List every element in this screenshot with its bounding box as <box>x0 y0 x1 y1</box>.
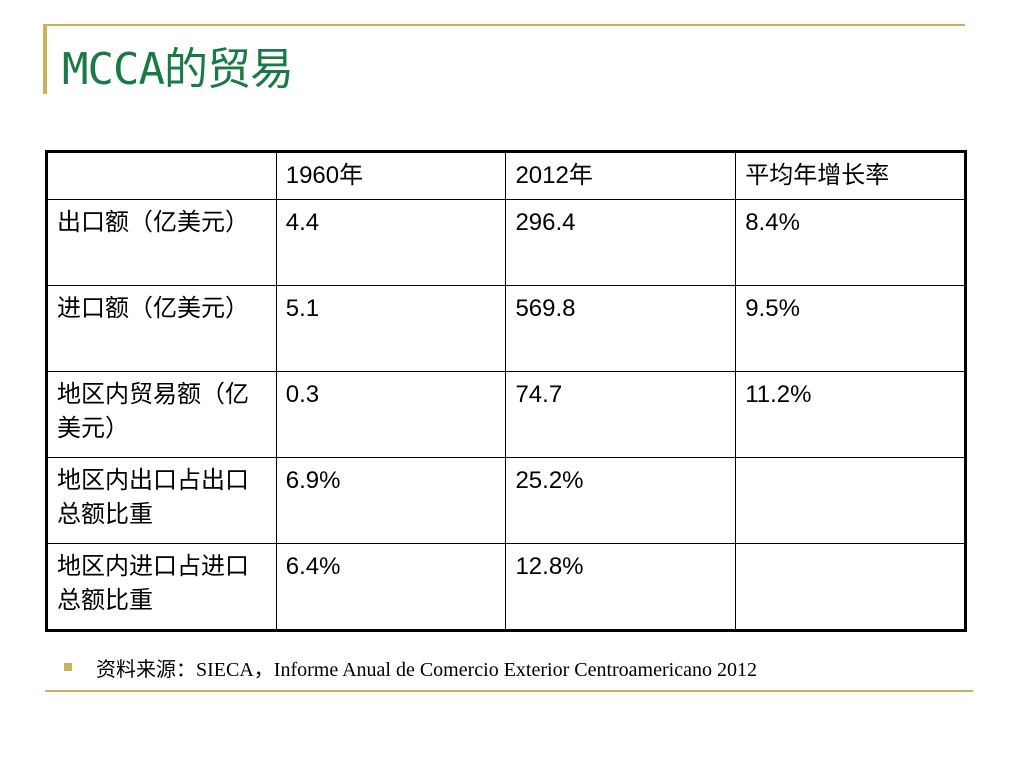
table-row: 地区内出口占出口总额比重 6.9% 25.2% <box>46 457 966 544</box>
table-row: 地区内进口占进口总额比重 6.4% 12.8% <box>46 543 966 631</box>
cell-2012: 296.4 <box>505 199 737 286</box>
table-header-row: 1960年 2012年 平均年增长率 <box>46 151 966 200</box>
table-row: 地区内贸易额（亿美元） 0.3 74.7 11.2% <box>46 371 966 458</box>
cell-2012: 25.2% <box>505 457 737 544</box>
table-row: 进口额（亿美元） 5.1 569.8 9.5% <box>46 285 966 372</box>
slide-title: MCCA的贸易 <box>62 44 294 95</box>
cell-1960: 0.3 <box>275 371 507 458</box>
row-label: 进口额（亿美元） <box>46 285 277 372</box>
row-label: 出口额（亿美元） <box>46 199 277 286</box>
cell-growth: 9.5% <box>735 285 966 372</box>
top-accent-rule <box>43 24 965 26</box>
cell-growth <box>735 457 966 544</box>
cell-growth <box>735 543 966 631</box>
header-cell-empty <box>46 151 277 200</box>
header-cell-growth: 平均年增长率 <box>735 151 966 200</box>
bullet-square-icon <box>64 663 72 671</box>
cell-2012: 12.8% <box>505 543 737 631</box>
row-label: 地区内进口占进口总额比重 <box>46 543 277 631</box>
cell-1960: 5.1 <box>275 285 507 372</box>
left-accent-bar <box>43 24 47 94</box>
source-text: 资料来源：SIECA，Informe Anual de Comercio Ext… <box>96 658 757 681</box>
cell-1960: 4.4 <box>275 199 507 286</box>
header-cell-1960: 1960年 <box>275 151 507 200</box>
cell-growth: 11.2% <box>735 371 966 458</box>
cell-1960: 6.4% <box>275 543 507 631</box>
source-note: 资料来源：SIECA，Informe Anual de Comercio Ext… <box>62 654 757 681</box>
cell-growth: 8.4% <box>735 199 966 286</box>
bottom-accent-rule <box>45 690 973 692</box>
cell-2012: 569.8 <box>505 285 737 372</box>
trade-table: 1960年 2012年 平均年增长率 出口额（亿美元） 4.4 296.4 8.… <box>45 150 967 632</box>
table-row: 出口额（亿美元） 4.4 296.4 8.4% <box>46 199 966 286</box>
cell-2012: 74.7 <box>505 371 737 458</box>
row-label: 地区内贸易额（亿美元） <box>46 371 277 458</box>
header-cell-2012: 2012年 <box>505 151 737 200</box>
row-label: 地区内出口占出口总额比重 <box>46 457 277 544</box>
cell-1960: 6.9% <box>275 457 507 544</box>
